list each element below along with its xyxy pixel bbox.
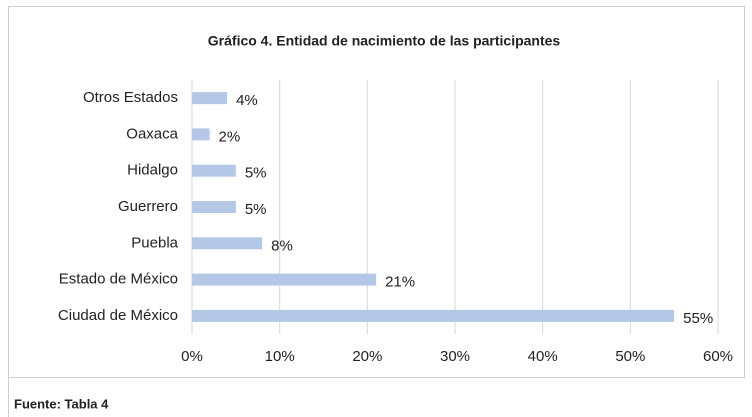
bar (192, 92, 228, 105)
y-tick-label: Hidalgo (127, 162, 178, 179)
value-label: 5% (245, 165, 267, 182)
y-tick-label: Puebla (131, 234, 178, 251)
bar (192, 128, 210, 141)
value-label: 2% (219, 128, 241, 145)
x-tick-label: 50% (615, 348, 645, 365)
value-label: 55% (683, 310, 713, 327)
y-tick-label: Estado de México (59, 271, 178, 288)
chart-title: Gráfico 4. Entidad de nacimiento de las … (208, 33, 561, 49)
bar (192, 309, 675, 322)
bar (192, 164, 236, 177)
y-tick-label: Ciudad de México (58, 307, 178, 324)
y-tick-label: Oaxaca (126, 125, 178, 142)
y-tick-label: Otros Estados (83, 89, 178, 106)
x-tick-label: 30% (440, 348, 470, 365)
value-label: 5% (245, 201, 267, 218)
x-tick-label: 10% (265, 348, 295, 365)
value-label: 8% (271, 237, 293, 254)
y-tick-label: Guerrero (118, 198, 178, 215)
bar (192, 273, 377, 286)
x-tick-label: 20% (352, 348, 382, 365)
x-tick-label: 40% (528, 348, 558, 365)
bar (192, 201, 236, 213)
value-label: 4% (236, 92, 258, 109)
x-tick-label: 0% (181, 348, 203, 365)
bar (192, 237, 263, 250)
value-label: 21% (385, 274, 415, 291)
footer: Fuente: Tabla 4 (14, 396, 109, 411)
x-tick-label: 60% (703, 348, 733, 365)
